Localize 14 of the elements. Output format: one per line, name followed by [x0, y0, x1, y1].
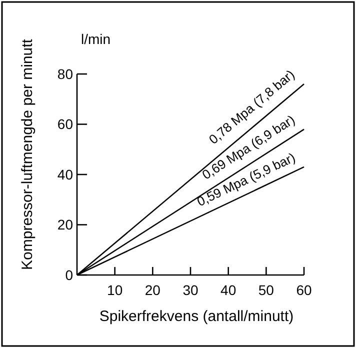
y-tick-label: 80 — [57, 66, 74, 82]
x-tick-label: 40 — [220, 282, 236, 298]
x-axis-title: Spikerfrekvens (antall/minutt) — [99, 308, 294, 325]
y-tick-label: 20 — [57, 216, 74, 233]
y-tick-label: 40 — [57, 166, 74, 182]
x-tick-label: 20 — [144, 282, 161, 298]
y-axis-title: Kompressor-luftmengde per minutt — [19, 38, 36, 270]
text: l/min — [81, 31, 111, 47]
x-tick-label: 60 — [296, 282, 312, 298]
y-tick-label: 60 — [57, 116, 74, 132]
x-tick-label: 50 — [258, 282, 274, 298]
x-tick-label: 30 — [182, 282, 198, 298]
x-tick-label: 10 — [107, 282, 123, 298]
y-tick-label: 0 — [65, 266, 74, 283]
